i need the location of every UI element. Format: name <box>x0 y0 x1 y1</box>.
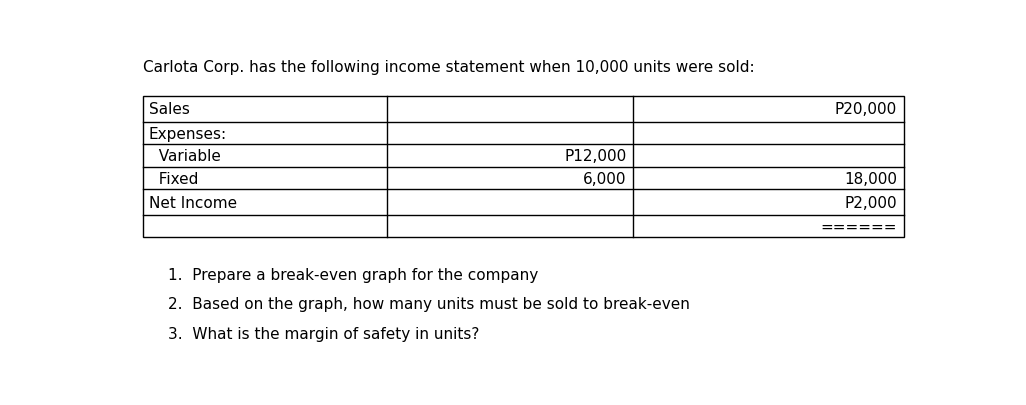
Text: ======: ====== <box>821 219 897 234</box>
Text: Variable: Variable <box>149 149 221 164</box>
Text: Expenses:: Expenses: <box>149 126 227 141</box>
Text: Net Income: Net Income <box>149 195 237 210</box>
Text: 18,000: 18,000 <box>844 171 897 186</box>
Text: Fixed: Fixed <box>149 171 198 186</box>
Text: 6,000: 6,000 <box>584 171 627 186</box>
Text: Sales: Sales <box>149 102 190 117</box>
Text: P12,000: P12,000 <box>564 149 627 164</box>
Text: 1.  Prepare a break-even graph for the company: 1. Prepare a break-even graph for the co… <box>168 267 539 282</box>
Text: P2,000: P2,000 <box>844 195 897 210</box>
Text: 3.  What is the margin of safety in units?: 3. What is the margin of safety in units… <box>168 326 479 341</box>
Text: Carlota Corp. has the following income statement when 10,000 units were sold:: Carlota Corp. has the following income s… <box>143 60 754 75</box>
Text: P20,000: P20,000 <box>835 102 897 117</box>
Text: 2.  Based on the graph, how many units must be sold to break-even: 2. Based on the graph, how many units mu… <box>168 296 689 311</box>
